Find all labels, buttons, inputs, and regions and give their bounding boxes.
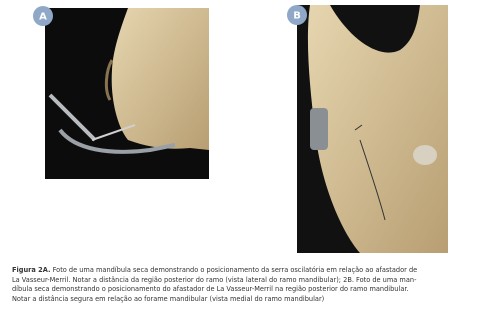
caption-line: La Vasseur-Merril. Notar a distância da … — [12, 275, 417, 284]
photo-a — [45, 8, 209, 179]
photo-b — [297, 5, 448, 253]
panel-badge — [287, 5, 307, 25]
caption-text: Foto de uma mandíbula seca demonstrando … — [50, 266, 418, 274]
caption-line: Notar a distância segura em relação ao f… — [12, 294, 325, 303]
panel-label: B — [293, 11, 301, 22]
caption-label: Figura 2A. — [12, 266, 51, 274]
caption-line: Figura 2A. Foto de uma mandíbula seca de… — [12, 266, 484, 276]
panel-label: A — [39, 12, 47, 23]
figure: A B — [33, 5, 448, 253]
caption: Figura 2A. Foto de uma mandíbula seca de… — [12, 266, 484, 304]
panel-badge — [33, 6, 53, 26]
caption-line: díbula seca demonstrando o posicionament… — [12, 285, 409, 294]
